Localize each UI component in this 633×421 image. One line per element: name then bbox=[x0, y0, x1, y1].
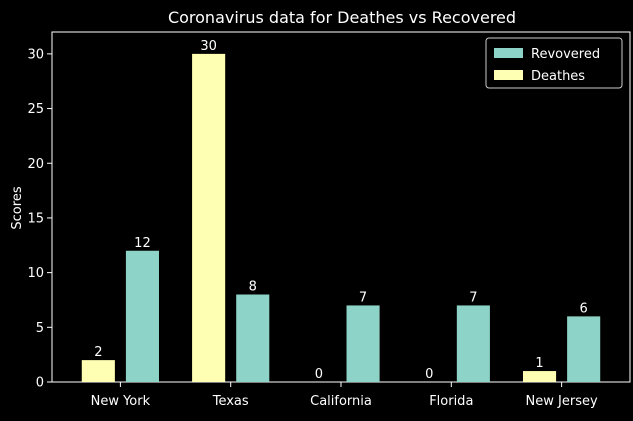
y-tick-label: 30 bbox=[27, 47, 44, 62]
y-tick-label: 0 bbox=[36, 376, 44, 391]
bar-value-label: 0 bbox=[425, 367, 433, 382]
x-tick-label: New York bbox=[91, 394, 151, 409]
bar-revovered-texas bbox=[236, 294, 270, 382]
legend: Revovered Deathes bbox=[485, 37, 623, 89]
y-tick-label: 5 bbox=[36, 321, 44, 336]
y-tick-label: 20 bbox=[27, 157, 44, 172]
bar-value-label: 30 bbox=[200, 39, 217, 54]
bar-value-label: 12 bbox=[134, 236, 151, 251]
bar-value-label: 2 bbox=[94, 345, 102, 360]
plot-area: 0 5 10 15 20 25 30 2 30 0 0 1 12 8 7 7 6 New York Texas Cal… bbox=[27, 31, 631, 409]
bar-value-label: 7 bbox=[469, 290, 477, 305]
x-tick-label: New Jersey bbox=[526, 394, 598, 409]
y-axis-label: Scores bbox=[10, 186, 25, 229]
bar-deathes-new-york bbox=[81, 360, 115, 382]
bar-value-label: 7 bbox=[359, 290, 367, 305]
bar-revovered-florida bbox=[456, 305, 490, 382]
legend-label: Revovered bbox=[531, 47, 600, 62]
bar-value-label: 1 bbox=[535, 356, 543, 371]
x-tick-label: California bbox=[310, 394, 372, 409]
bar-deathes-new-jersey bbox=[523, 371, 557, 382]
chart-title: Coronavirus data for Deathes vs Recovere… bbox=[168, 8, 516, 27]
x-tick-label: Florida bbox=[429, 394, 473, 409]
bar-revovered-new-york bbox=[125, 250, 159, 382]
y-tick-label: 15 bbox=[27, 211, 44, 226]
bar-revovered-california bbox=[346, 305, 380, 382]
bar-value-label: 6 bbox=[580, 301, 588, 316]
y-tick-label: 10 bbox=[27, 266, 44, 281]
legend-swatch-revovered bbox=[494, 48, 523, 58]
legend-label: Deathes bbox=[531, 69, 585, 84]
legend-swatch-deathes bbox=[494, 70, 523, 80]
bar-revovered-new-jersey bbox=[567, 316, 601, 382]
bar-value-label: 0 bbox=[315, 367, 323, 382]
bar-value-label: 8 bbox=[249, 280, 257, 295]
x-tick-label: Texas bbox=[212, 394, 249, 409]
bar-deathes-texas bbox=[192, 53, 226, 382]
y-tick-label: 25 bbox=[27, 102, 44, 117]
